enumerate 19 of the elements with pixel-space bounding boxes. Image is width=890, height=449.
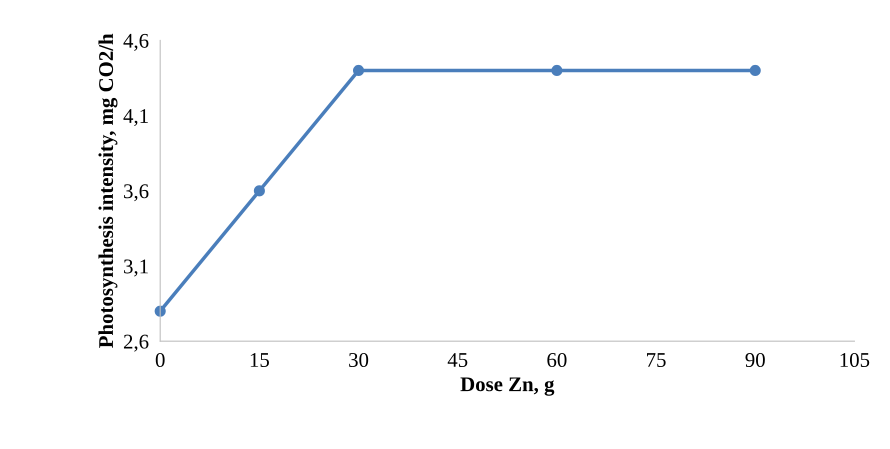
- y-tick-label: 3,6: [124, 184, 148, 202]
- x-tick-label: 60: [547, 352, 567, 368]
- x-tick-label: 75: [647, 353, 666, 368]
- point: [254, 185, 265, 196]
- y-tick-label: 4,6: [123, 34, 148, 51]
- x-tick-label: 105: [840, 352, 870, 368]
- x-axis-title: Dose Zn, g: [460, 377, 554, 396]
- x-tick-label: 30: [349, 352, 368, 368]
- point: [352, 64, 364, 76]
- y-tick-label: 4,1: [123, 109, 148, 126]
- point: [551, 64, 562, 76]
- x-tick-label: 90: [745, 352, 765, 368]
- y-tick-label: 2,6: [124, 334, 148, 352]
- x-tick-label: 15: [250, 353, 269, 368]
- x-tick-label: 0: [156, 352, 165, 368]
- x-tick-label: 45: [448, 353, 468, 368]
- y-axis-title: Photosynthesis intensity, mg CO2/h: [98, 34, 118, 348]
- y-tick-label: 3,1: [124, 259, 148, 276]
- point: [750, 64, 761, 76]
